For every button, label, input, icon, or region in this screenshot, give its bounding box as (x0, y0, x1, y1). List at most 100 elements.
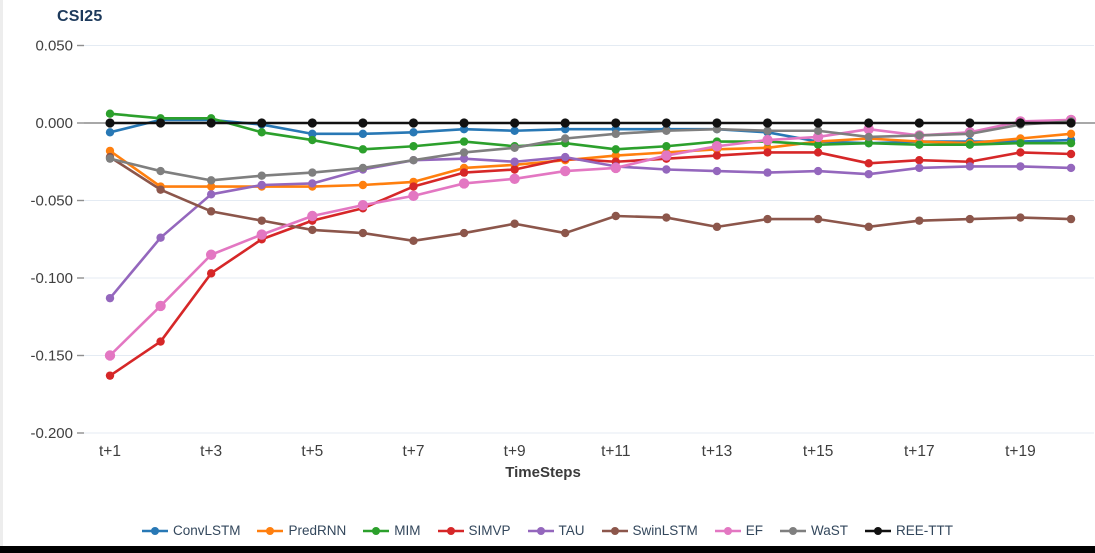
data-point-SwinLSTM (510, 219, 519, 228)
data-point-SwinLSTM (156, 185, 165, 194)
x-tick-label: t+7 (402, 443, 424, 460)
legend-label: SIMVP (468, 523, 511, 538)
x-tick-label: t+9 (504, 443, 526, 460)
data-point-REE-TTT (307, 118, 317, 128)
data-point-REE-TTT (257, 118, 267, 128)
data-point-MIM (813, 140, 823, 149)
bottom-bar (0, 546, 1095, 553)
data-point-EF (408, 190, 419, 202)
y-tick-label: -0.050 (30, 193, 73, 210)
data-point-SIMVP (510, 165, 519, 174)
data-point-MIM (105, 109, 115, 118)
data-point-EF (711, 141, 723, 152)
data-point-TAU (459, 154, 469, 163)
data-point-REE-TTT (813, 118, 823, 128)
data-point-SwinLSTM (864, 222, 873, 232)
data-point-MIM (965, 140, 975, 149)
data-point-TAU (864, 169, 873, 179)
data-point-SIMVP (1016, 148, 1025, 157)
data-point-MIM (611, 145, 620, 154)
legend-item-ConvLSTM: ConvLSTM (141, 523, 240, 538)
data-point-SIMVP (206, 269, 216, 278)
legend-marker-icon (714, 526, 741, 535)
data-point-ConvLSTM (409, 128, 418, 137)
data-point-REE-TTT (965, 118, 975, 128)
data-point-EF (560, 165, 571, 177)
data-point-EF (509, 173, 520, 184)
data-point-REE-TTT (105, 118, 115, 128)
data-point-ConvLSTM (358, 129, 368, 139)
legend-label: MIM (394, 523, 421, 538)
data-point-WaST (510, 143, 519, 152)
x-tick-label: t+1 (99, 443, 121, 460)
legend-label: PredRNN (288, 523, 347, 538)
series-line-PredRNN (108, 132, 1073, 188)
data-point-PredRNN (611, 151, 620, 160)
data-point-WaST (712, 125, 722, 134)
data-point-SIMVP (1066, 149, 1076, 159)
legend-item-EF: EF (714, 523, 763, 538)
legend-label: REE-TTT (896, 523, 954, 538)
data-point-REE-TTT (762, 118, 773, 128)
data-point-TAU (257, 180, 266, 190)
data-point-EF (762, 134, 773, 146)
legend-marker-icon (601, 526, 628, 535)
x-tick-label: t+13 (702, 443, 733, 460)
data-point-SwinLSTM (459, 228, 469, 238)
data-point-SIMVP (105, 371, 115, 380)
data-point-PredRNN (1066, 129, 1076, 139)
x-tick-label: t+3 (200, 443, 222, 460)
data-point-ConvLSTM (561, 125, 570, 134)
data-point-MIM (864, 138, 873, 148)
legend-label: TAU (558, 523, 585, 538)
window-left-edge (0, 0, 3, 553)
data-point-REE-TTT (155, 118, 166, 128)
data-point-REE-TTT (864, 118, 874, 128)
data-point-EF (661, 150, 672, 161)
data-point-SwinLSTM (813, 214, 823, 224)
data-point-EF (610, 162, 621, 174)
series-line-TAU (108, 155, 1073, 300)
data-point-SwinLSTM (257, 216, 266, 225)
data-point-WaST (965, 129, 975, 139)
data-point-SwinLSTM (1016, 213, 1025, 222)
data-point-TAU (561, 152, 570, 162)
data-point-EF (104, 350, 116, 361)
data-point-REE-TTT (510, 118, 520, 128)
data-point-WaST (257, 171, 266, 180)
data-point-EF (357, 199, 369, 211)
y-tick-label: 0.050 (35, 38, 73, 55)
data-point-PredRNN (206, 182, 216, 191)
y-tick-label: 0.000 (35, 115, 73, 132)
x-tick-label: t+15 (803, 443, 834, 460)
data-point-PredRNN (358, 180, 368, 190)
data-point-TAU (1016, 162, 1025, 171)
data-point-WaST (358, 163, 368, 173)
data-point-REE-TTT (206, 118, 216, 128)
legend-item-SwinLSTM: SwinLSTM (601, 523, 698, 538)
data-point-SwinLSTM (611, 211, 620, 221)
data-point-WaST (662, 126, 671, 135)
series-line-SIMVP (108, 151, 1073, 377)
x-tick-label: t+5 (301, 443, 323, 460)
x-tick-label: t+17 (904, 443, 935, 460)
data-point-MIM (358, 145, 368, 154)
y-tick-label: -0.100 (30, 270, 73, 287)
series-line-SwinLSTM (108, 155, 1073, 243)
data-point-EF (256, 229, 267, 240)
data-point-SIMVP (763, 148, 772, 157)
data-point-TAU (308, 179, 317, 188)
data-point-SIMVP (156, 337, 165, 346)
data-point-ConvLSTM (510, 126, 519, 135)
data-point-WaST (409, 156, 418, 165)
data-point-SwinLSTM (561, 228, 570, 238)
data-point-EF (307, 210, 318, 222)
data-point-TAU (813, 166, 823, 176)
data-point-MIM (915, 140, 924, 149)
line-chart: 0.050 0.000 -0.050 -0.100 -0.150 -0.200 t+1 t+3… (30, 38, 1095, 460)
data-point-WaST (156, 166, 165, 176)
legend-marker-icon (363, 526, 390, 535)
data-point-TAU (763, 168, 772, 177)
series-line-MIM (108, 112, 1073, 151)
data-point-ConvLSTM (105, 128, 115, 137)
